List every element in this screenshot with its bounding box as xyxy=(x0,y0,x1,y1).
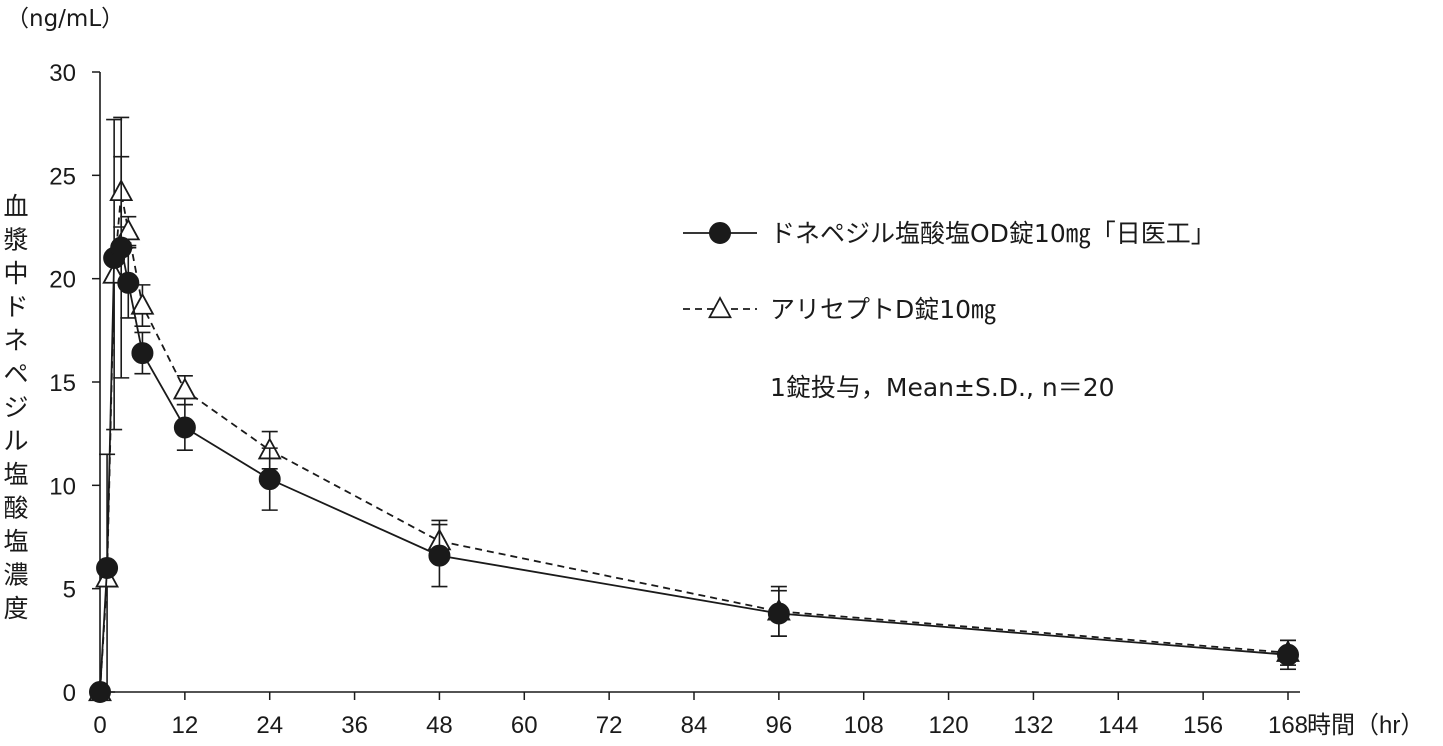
x-tick-label: 12 xyxy=(172,712,199,739)
data-point xyxy=(428,544,451,567)
legend-label: アリセプトD錠10㎎ xyxy=(770,295,996,325)
y-tick-label: 20 xyxy=(49,267,76,294)
x-tick-label: 144 xyxy=(1098,712,1138,739)
axes xyxy=(99,72,1300,693)
data-point xyxy=(130,292,155,315)
y-label-char: ジ xyxy=(3,393,28,422)
y-label-char: 度 xyxy=(3,594,28,623)
y-tick-label: 10 xyxy=(49,473,76,500)
data-point xyxy=(172,377,197,400)
y-label-char: ド xyxy=(3,293,28,322)
data-point xyxy=(767,602,790,625)
data-point xyxy=(1277,643,1299,666)
x-tick-label: 72 xyxy=(596,712,623,739)
data-point xyxy=(117,271,140,294)
data-point xyxy=(173,416,196,439)
y-label-char: 血 xyxy=(3,192,28,221)
x-tick-label: 48 xyxy=(426,712,453,739)
x-tick-label: 84 xyxy=(681,712,708,739)
chart-note: 1錠投与，Mean±S.D., n＝20 xyxy=(770,373,1115,402)
series-line xyxy=(99,191,1289,693)
series-0 xyxy=(89,116,1299,703)
legend: ドネペジル塩酸塩OD錠10㎎「日医工」アリセプトD錠10㎎ 1錠投与，Mean±S… xyxy=(683,219,1216,402)
data-point xyxy=(709,222,731,244)
y-label-char: ル xyxy=(3,427,28,456)
x-tick-label: 36 xyxy=(341,712,368,739)
y-label-char: 濃 xyxy=(3,561,28,590)
y-label-char: ペ xyxy=(3,360,28,389)
data-point xyxy=(110,236,133,259)
y-label-char: 中 xyxy=(3,259,28,288)
y-label-char: 酸 xyxy=(3,494,28,523)
y-label-char: 塩 xyxy=(3,527,28,556)
x-tick-label: 60 xyxy=(511,712,538,739)
x-tick-label: 96 xyxy=(766,712,793,739)
y-tick-label: 25 xyxy=(49,163,76,190)
y-label-char: 漿 xyxy=(3,226,28,255)
x-tick-label: 156 xyxy=(1183,712,1223,739)
y-label-char: 塩 xyxy=(3,460,28,489)
y-unit-label: （ng/mL） xyxy=(6,6,124,32)
x-tick-label: 24 xyxy=(256,712,283,739)
y-label-char: ネ xyxy=(3,326,28,355)
x-axis-ticks: 0 12 24 36 48 60 72 84 96 108 120 132 144 156 168 xyxy=(93,692,1308,739)
data-point xyxy=(131,342,154,365)
y-axis-ticks: 0 5 10 15 20 25 30 xyxy=(49,60,100,707)
data-point xyxy=(96,557,119,579)
y-tick-label: 0 xyxy=(63,680,76,707)
data-point xyxy=(708,296,732,319)
series-line xyxy=(99,245,1289,693)
x-tick-label: 168 xyxy=(1268,712,1308,739)
plot-area xyxy=(88,116,1300,703)
data-point xyxy=(258,468,281,491)
data-point xyxy=(89,681,111,703)
x-tick-label: 108 xyxy=(844,712,884,739)
x-tick-label: 132 xyxy=(1013,712,1053,739)
legend-label: ドネペジル塩酸塩OD錠10㎎「日医工」 xyxy=(770,219,1216,249)
x-tick-label: 0 xyxy=(93,712,106,739)
x-axis-label: 時間（hr） xyxy=(1307,712,1424,739)
y-tick-label: 30 xyxy=(49,60,76,87)
y-tick-label: 15 xyxy=(49,370,76,397)
series-1 xyxy=(88,118,1300,702)
x-tick-label: 120 xyxy=(929,712,969,739)
y-tick-label: 5 xyxy=(63,577,76,604)
